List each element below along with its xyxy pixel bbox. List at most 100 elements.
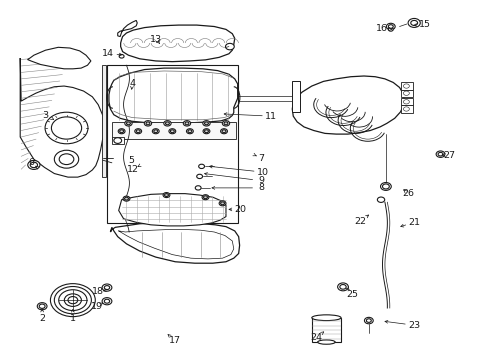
Ellipse shape	[387, 25, 392, 28]
Ellipse shape	[163, 121, 171, 126]
Bar	[311, 318, 340, 342]
Ellipse shape	[154, 130, 158, 133]
Ellipse shape	[317, 340, 334, 344]
Ellipse shape	[220, 202, 224, 205]
Ellipse shape	[54, 150, 79, 168]
Text: 26: 26	[401, 189, 413, 198]
Ellipse shape	[387, 28, 392, 31]
Text: 17: 17	[169, 336, 181, 345]
Ellipse shape	[68, 297, 78, 304]
Ellipse shape	[51, 117, 81, 139]
Polygon shape	[121, 25, 234, 62]
Bar	[400, 105, 412, 113]
Text: 11: 11	[265, 112, 277, 121]
Ellipse shape	[377, 197, 384, 202]
Ellipse shape	[407, 18, 419, 27]
Text: 1: 1	[70, 314, 76, 323]
Text: 23: 23	[407, 321, 419, 330]
Ellipse shape	[59, 290, 87, 311]
Ellipse shape	[170, 130, 174, 133]
Ellipse shape	[146, 122, 150, 125]
Text: 8: 8	[258, 183, 264, 192]
Text: 18: 18	[92, 287, 104, 296]
Text: 19: 19	[91, 302, 103, 311]
Ellipse shape	[124, 197, 128, 200]
Bar	[400, 98, 412, 105]
Text: 4: 4	[129, 79, 135, 88]
Ellipse shape	[102, 284, 112, 291]
Ellipse shape	[30, 162, 38, 168]
Text: 6: 6	[28, 158, 34, 167]
Ellipse shape	[382, 184, 388, 189]
Ellipse shape	[222, 121, 229, 126]
Polygon shape	[118, 21, 137, 37]
Text: 12: 12	[127, 165, 139, 174]
Ellipse shape	[64, 294, 81, 306]
Ellipse shape	[219, 201, 225, 206]
Ellipse shape	[165, 122, 169, 125]
Ellipse shape	[50, 284, 95, 317]
Ellipse shape	[59, 154, 74, 165]
Ellipse shape	[364, 318, 372, 324]
Ellipse shape	[222, 130, 225, 133]
Ellipse shape	[203, 121, 210, 126]
Ellipse shape	[198, 164, 204, 168]
Ellipse shape	[410, 21, 417, 26]
Ellipse shape	[104, 299, 109, 303]
Text: 16: 16	[375, 24, 387, 33]
Ellipse shape	[123, 196, 130, 201]
Ellipse shape	[386, 23, 394, 30]
Ellipse shape	[186, 129, 193, 134]
Ellipse shape	[183, 121, 190, 126]
Ellipse shape	[204, 130, 208, 133]
Bar	[400, 90, 412, 97]
Polygon shape	[27, 47, 91, 69]
Bar	[292, 81, 299, 112]
Ellipse shape	[204, 122, 208, 125]
Text: 24: 24	[310, 333, 322, 342]
Ellipse shape	[28, 161, 40, 170]
Ellipse shape	[366, 319, 370, 322]
Ellipse shape	[45, 112, 88, 144]
Polygon shape	[109, 68, 237, 123]
Ellipse shape	[163, 193, 169, 198]
Polygon shape	[110, 223, 239, 263]
Ellipse shape	[136, 130, 140, 133]
Ellipse shape	[337, 283, 347, 291]
Ellipse shape	[311, 315, 340, 320]
Polygon shape	[292, 76, 404, 134]
Polygon shape	[119, 194, 225, 226]
Ellipse shape	[224, 122, 227, 125]
Bar	[400, 82, 412, 90]
Text: 20: 20	[234, 205, 246, 214]
Text: 22: 22	[354, 217, 366, 226]
Ellipse shape	[203, 129, 209, 134]
Text: 27: 27	[443, 151, 454, 160]
Ellipse shape	[195, 186, 201, 190]
Ellipse shape	[196, 174, 202, 179]
Text: 9: 9	[258, 176, 264, 185]
Ellipse shape	[102, 298, 112, 305]
Text: 14: 14	[102, 49, 114, 58]
Text: 7: 7	[258, 154, 264, 163]
Text: 13: 13	[149, 35, 162, 44]
Text: 15: 15	[418, 19, 430, 28]
Text: 2: 2	[39, 314, 45, 323]
Ellipse shape	[339, 284, 346, 289]
Text: 21: 21	[407, 218, 419, 227]
Ellipse shape	[39, 304, 45, 309]
Ellipse shape	[220, 129, 227, 134]
Ellipse shape	[126, 122, 130, 125]
Ellipse shape	[164, 194, 168, 197]
Ellipse shape	[225, 43, 234, 50]
Ellipse shape	[168, 129, 175, 134]
Text: 25: 25	[346, 289, 358, 298]
Ellipse shape	[152, 129, 159, 134]
Ellipse shape	[135, 129, 142, 134]
Ellipse shape	[104, 285, 109, 289]
Bar	[112, 137, 124, 144]
Bar	[107, 65, 237, 223]
Bar	[112, 122, 236, 139]
Ellipse shape	[437, 152, 442, 156]
Text: 10: 10	[257, 168, 268, 177]
